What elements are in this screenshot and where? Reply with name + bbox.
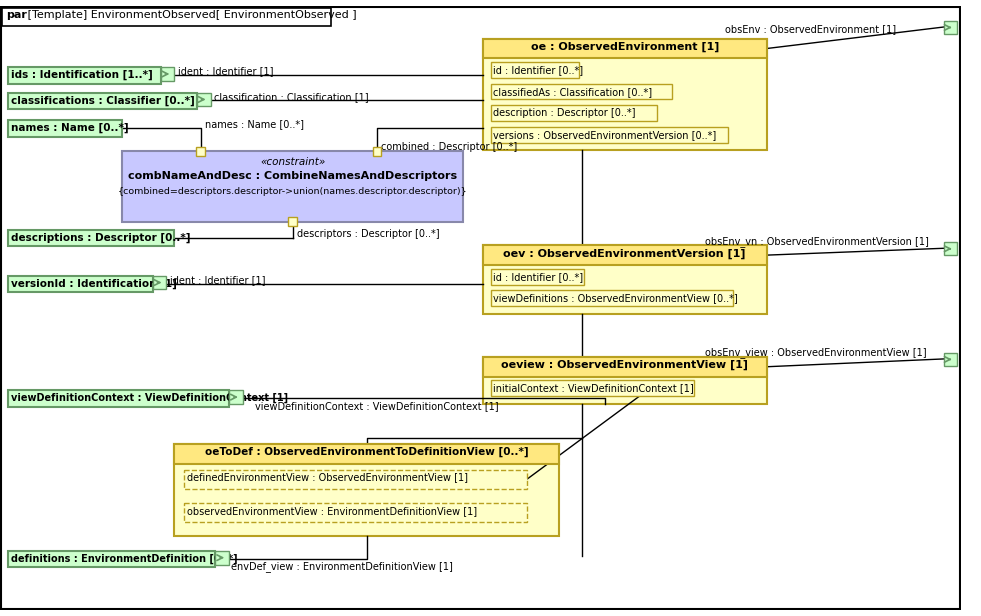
Text: names : Name [0..*]: names : Name [0..*]: [205, 119, 304, 129]
FancyBboxPatch shape: [2, 9, 331, 26]
Text: envDef_view : EnvironmentDefinitionView [1]: envDef_view : EnvironmentDefinitionView …: [232, 561, 453, 572]
Text: oeToDef : ObservedEnvironmentToDefinitionView [0..*]: oeToDef : ObservedEnvironmentToDefinitio…: [205, 447, 529, 457]
FancyBboxPatch shape: [184, 469, 527, 489]
FancyBboxPatch shape: [8, 230, 175, 246]
FancyBboxPatch shape: [197, 92, 211, 107]
FancyBboxPatch shape: [196, 147, 205, 156]
Text: obsEnv_vn : ObservedEnvironmentVersion [1]: obsEnv_vn : ObservedEnvironmentVersion […: [705, 237, 929, 248]
Text: versions : ObservedEnvironmentVersion [0..*]: versions : ObservedEnvironmentVersion [0…: [493, 130, 717, 140]
Text: viewDefinitions : ObservedEnvironmentView [0..*]: viewDefinitions : ObservedEnvironmentVie…: [493, 293, 739, 303]
FancyBboxPatch shape: [1, 7, 959, 609]
FancyBboxPatch shape: [288, 217, 297, 226]
FancyBboxPatch shape: [184, 503, 527, 522]
FancyBboxPatch shape: [8, 92, 197, 109]
Text: initialContext : ViewDefinitionContext [1]: initialContext : ViewDefinitionContext […: [493, 383, 695, 394]
Text: description : Descriptor [0..*]: description : Descriptor [0..*]: [493, 108, 636, 118]
FancyBboxPatch shape: [8, 551, 216, 567]
FancyBboxPatch shape: [373, 147, 382, 156]
Text: definitions : EnvironmentDefinition [0..*]: definitions : EnvironmentDefinition [0..…: [11, 554, 237, 564]
FancyBboxPatch shape: [490, 381, 695, 396]
Text: viewDefinitionContext : ViewDefinitionContext [1]: viewDefinitionContext : ViewDefinitionCo…: [11, 393, 287, 403]
Text: ids : Identification [1..*]: ids : Identification [1..*]: [11, 70, 152, 80]
FancyBboxPatch shape: [490, 62, 579, 78]
Text: observedEnvironmentView : EnvironmentDefinitionView [1]: observedEnvironmentView : EnvironmentDef…: [187, 506, 477, 516]
FancyBboxPatch shape: [175, 444, 559, 464]
Text: definedEnvironmentView : ObservedEnvironmentView [1]: definedEnvironmentView : ObservedEnviron…: [187, 472, 468, 482]
Text: oe : ObservedEnvironment [1]: oe : ObservedEnvironment [1]: [531, 42, 719, 52]
FancyBboxPatch shape: [161, 67, 175, 81]
Text: oeview : ObservedEnvironmentView [1]: oeview : ObservedEnvironmentView [1]: [501, 360, 749, 370]
FancyBboxPatch shape: [8, 391, 230, 407]
FancyBboxPatch shape: [230, 391, 243, 404]
Text: combined : Descriptor [0..*]: combined : Descriptor [0..*]: [381, 142, 517, 152]
Text: [Template] EnvironmentObserved[ EnvironmentObserved ]: [Template] EnvironmentObserved[ Environm…: [25, 10, 357, 20]
Text: classifiedAs : Classification [0..*]: classifiedAs : Classification [0..*]: [493, 87, 652, 97]
Text: ident : Identifier [1]: ident : Identifier [1]: [179, 66, 274, 76]
Text: ident : Identifier [1]: ident : Identifier [1]: [171, 275, 266, 285]
Text: oev : ObservedEnvironmentVersion [1]: oev : ObservedEnvironmentVersion [1]: [503, 248, 746, 259]
FancyBboxPatch shape: [490, 290, 734, 306]
FancyBboxPatch shape: [123, 152, 463, 222]
Text: «constraint»: «constraint»: [260, 157, 326, 167]
FancyBboxPatch shape: [483, 357, 767, 376]
FancyBboxPatch shape: [944, 21, 956, 34]
FancyBboxPatch shape: [483, 39, 767, 150]
Text: descriptors : Descriptor [0..*]: descriptors : Descriptor [0..*]: [296, 229, 439, 238]
FancyBboxPatch shape: [483, 39, 767, 59]
FancyBboxPatch shape: [175, 444, 559, 536]
FancyBboxPatch shape: [216, 551, 230, 564]
Text: id : Identifier [0..*]: id : Identifier [0..*]: [493, 65, 584, 75]
Text: classifications : Classifier [0..*]: classifications : Classifier [0..*]: [11, 95, 194, 106]
FancyBboxPatch shape: [483, 245, 767, 314]
Text: names : Name [0..*]: names : Name [0..*]: [11, 123, 129, 133]
FancyBboxPatch shape: [8, 120, 123, 137]
Text: combNameAndDesc : CombineNamesAndDescriptors: combNameAndDesc : CombineNamesAndDescrip…: [129, 171, 457, 181]
Text: {combined=descriptors.descriptor->union(names.descriptor.descriptor)}: {combined=descriptors.descriptor->union(…: [118, 187, 468, 196]
Text: versionId : Identification [1]: versionId : Identification [1]: [11, 278, 177, 289]
Text: obsEnv_view : ObservedEnvironmentView [1]: obsEnv_view : ObservedEnvironmentView [1…: [705, 347, 927, 358]
Text: descriptions : Descriptor [0..*]: descriptions : Descriptor [0..*]: [11, 233, 190, 243]
FancyBboxPatch shape: [8, 67, 161, 84]
FancyBboxPatch shape: [490, 127, 728, 142]
FancyBboxPatch shape: [490, 105, 657, 121]
FancyBboxPatch shape: [944, 353, 956, 366]
Text: classification : Classification [1]: classification : Classification [1]: [215, 92, 369, 102]
FancyBboxPatch shape: [490, 84, 672, 99]
Text: viewDefinitionContext : ViewDefinitionContext [1]: viewDefinitionContext : ViewDefinitionCo…: [255, 401, 498, 411]
Text: id : Identifier [0..*]: id : Identifier [0..*]: [493, 272, 584, 282]
FancyBboxPatch shape: [944, 243, 956, 255]
Text: par: par: [6, 10, 26, 20]
FancyBboxPatch shape: [490, 269, 584, 285]
FancyBboxPatch shape: [483, 245, 767, 265]
FancyBboxPatch shape: [483, 357, 767, 404]
FancyBboxPatch shape: [153, 276, 167, 290]
Text: obsEnv : ObservedEnvironment [1]: obsEnv : ObservedEnvironment [1]: [725, 24, 896, 34]
FancyBboxPatch shape: [8, 276, 153, 293]
